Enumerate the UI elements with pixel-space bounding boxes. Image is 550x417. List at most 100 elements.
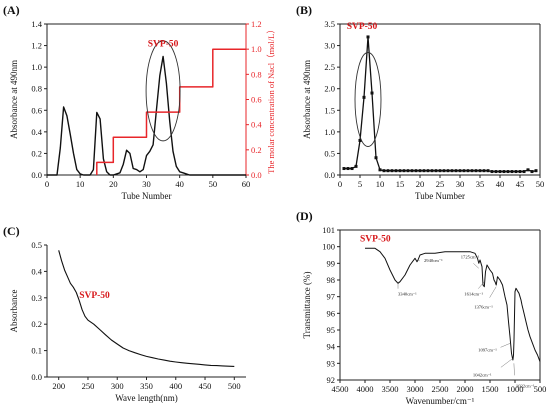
y2-tick-label: 0.6 bbox=[251, 95, 262, 105]
chart-panel-b: (B) 0 5 10 15 20 25 30 35 40 45 50 0.0 0.5 1.0 1.5 2.0 2.… bbox=[296, 3, 544, 201]
y-tick-label: 95 bbox=[327, 325, 336, 335]
data-point bbox=[418, 169, 422, 173]
data-point bbox=[450, 169, 454, 173]
y-tick-label: 0.5 bbox=[324, 148, 335, 158]
x-tick-label: 200 bbox=[52, 381, 65, 391]
x-tick-label: 0 bbox=[338, 179, 342, 189]
peak-ellipse bbox=[145, 40, 181, 142]
x-tick-label: 45 bbox=[516, 179, 525, 189]
y-tick-label: 93 bbox=[327, 358, 336, 368]
x-tick-label: 40 bbox=[175, 179, 184, 189]
y-tick-label: 96 bbox=[327, 308, 336, 318]
data-point bbox=[382, 169, 386, 173]
data-point bbox=[498, 170, 502, 174]
peak-label: 1022cm⁻¹ bbox=[516, 383, 535, 388]
data-point bbox=[414, 169, 418, 173]
x-axis-label: Tube Number bbox=[122, 191, 172, 201]
y2-tick-label: 0.4 bbox=[251, 120, 262, 130]
x-tick-label: 4500 bbox=[332, 384, 349, 394]
chart-panel-a: (A)0 10 20 30 40 50 600.00.20.40.60.81.01.21.4… bbox=[3, 3, 276, 201]
chart-panel-d: (D) 4500 4000 3500 3000 2500 2000 1500 1000 500 92… bbox=[296, 209, 546, 406]
data-point bbox=[470, 169, 474, 173]
y-tick-label: 2.0 bbox=[324, 84, 335, 94]
data-point bbox=[442, 169, 446, 173]
y-tick-label: 0.3 bbox=[31, 293, 42, 303]
y-tick-label: 0.8 bbox=[31, 84, 42, 94]
x-tick-label: 3000 bbox=[407, 384, 424, 394]
peak-leader-line bbox=[489, 286, 497, 298]
y-tick-label: 1.0 bbox=[31, 62, 42, 72]
x-tick-label: 5 bbox=[358, 179, 362, 189]
x-tick-label: 50 bbox=[209, 179, 218, 189]
data-point bbox=[526, 168, 530, 172]
data-point bbox=[502, 170, 506, 174]
x-tick-label: 30 bbox=[456, 179, 465, 189]
data-point bbox=[518, 170, 522, 174]
data-point bbox=[422, 169, 426, 173]
x-tick-label: 1500 bbox=[482, 384, 499, 394]
x-tick-label: 400 bbox=[169, 381, 182, 391]
y-tick-label: 0.0 bbox=[31, 170, 42, 180]
peak-label: 1725cm⁻¹ bbox=[461, 254, 480, 259]
data-point bbox=[358, 138, 362, 142]
data-point bbox=[394, 169, 398, 173]
peak-ellipse bbox=[354, 52, 382, 147]
annotation-label: SVP-50 bbox=[148, 39, 179, 49]
y-tick-label: 94 bbox=[327, 342, 336, 352]
data-point bbox=[534, 169, 538, 173]
y-tick-label: 0.4 bbox=[31, 127, 42, 137]
x-tick-label: 0 bbox=[45, 179, 49, 189]
data-point bbox=[446, 169, 450, 173]
panel-label: (B) bbox=[296, 3, 312, 17]
y-tick-label: 1.0 bbox=[324, 127, 335, 137]
y-tick-label: 0.2 bbox=[31, 319, 42, 329]
data-point bbox=[458, 169, 462, 173]
data-point bbox=[370, 91, 374, 95]
data-point bbox=[478, 169, 482, 173]
x-tick-label: 1000 bbox=[507, 384, 524, 394]
data-point bbox=[342, 167, 346, 171]
y-axis-label: Transmittance (%) bbox=[302, 272, 312, 339]
chart-panel-c: (C) 200 250 300 350 400 450 500 0.0 0.1 0.2 0.3 0.4 0… bbox=[3, 224, 246, 403]
data-point bbox=[438, 169, 442, 173]
x-tick-label: 250 bbox=[82, 381, 95, 391]
x-tick-label: 20 bbox=[109, 179, 118, 189]
y-axis-label: Absorbance at 490nm bbox=[302, 60, 312, 139]
y-tick-label: 1.4 bbox=[31, 19, 42, 29]
y-tick-label: 101 bbox=[322, 225, 335, 235]
data-point bbox=[506, 170, 510, 174]
x-tick-label: 50 bbox=[536, 179, 545, 189]
data-point bbox=[350, 167, 354, 171]
x-tick-label: 35 bbox=[476, 179, 485, 189]
data-point bbox=[410, 169, 414, 173]
x-tick-label: 2500 bbox=[432, 384, 449, 394]
data-point bbox=[430, 169, 434, 173]
y2-tick-label: 0.0 bbox=[251, 170, 262, 180]
x-tick-label: 10 bbox=[76, 179, 85, 189]
peak-leader-line bbox=[417, 259, 420, 262]
data-point bbox=[374, 156, 378, 160]
y2-tick-label: 1.0 bbox=[251, 44, 262, 54]
x-tick-label: 3500 bbox=[382, 384, 399, 394]
data-point bbox=[462, 169, 466, 173]
y-tick-label: 0.0 bbox=[324, 170, 335, 180]
x-axis-label: Wave length(nm) bbox=[115, 393, 178, 403]
panel-label: (C) bbox=[3, 224, 20, 238]
y2-tick-label: 0.2 bbox=[251, 145, 262, 155]
x-tick-label: 15 bbox=[396, 179, 405, 189]
series-nacl-line bbox=[96, 48, 246, 175]
data-point bbox=[514, 170, 518, 174]
panel-label: (A) bbox=[3, 3, 20, 17]
y-tick-label: 99 bbox=[327, 258, 336, 268]
series-absorbance-line bbox=[344, 36, 537, 173]
data-point bbox=[530, 170, 534, 174]
annotation-label: SVP-50 bbox=[79, 291, 110, 301]
data-point bbox=[354, 164, 358, 168]
x-tick-label: 10 bbox=[376, 179, 385, 189]
y-tick-label: 0.6 bbox=[31, 105, 42, 115]
series-absorbance-line bbox=[47, 55, 246, 176]
data-point bbox=[346, 167, 350, 171]
series-transmittance-line bbox=[365, 247, 541, 362]
data-point bbox=[390, 169, 394, 173]
y-tick-label: 0.2 bbox=[31, 148, 42, 158]
